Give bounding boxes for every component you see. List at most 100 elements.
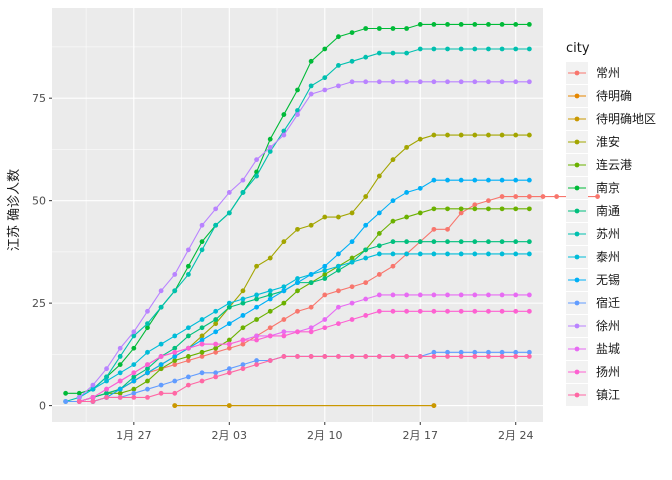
data-point (117, 345, 123, 351)
data-point (213, 345, 219, 351)
data-point (131, 362, 137, 368)
data-point (363, 280, 369, 286)
data-point (117, 362, 123, 368)
data-point (445, 46, 450, 52)
data-point (486, 206, 491, 212)
data-point (308, 83, 314, 89)
data-point (526, 206, 532, 212)
data-point (226, 366, 232, 372)
data-point (185, 272, 191, 277)
plot-panel (52, 8, 543, 422)
data-point (390, 198, 396, 204)
data-point (499, 206, 505, 212)
data-point (526, 22, 532, 27)
data-point (145, 362, 150, 368)
data-point (308, 272, 314, 277)
data-point (281, 317, 287, 322)
data-point (431, 349, 437, 355)
data-point (363, 222, 369, 228)
series-line (79, 310, 530, 403)
data-point (472, 46, 478, 52)
data-point (445, 251, 450, 257)
data-point (158, 366, 164, 372)
data-point (240, 366, 246, 372)
series-layer (63, 22, 600, 408)
data-point (526, 239, 532, 245)
data-point (145, 395, 150, 400)
data-point (254, 173, 259, 179)
data-point (281, 288, 287, 294)
data-point (376, 308, 382, 314)
data-point (363, 247, 369, 253)
data-point (486, 132, 491, 138)
data-point (472, 22, 478, 27)
data-point (213, 341, 219, 347)
data-point (226, 403, 232, 408)
data-point (349, 30, 355, 35)
data-point (322, 292, 328, 298)
data-point (376, 50, 382, 56)
data-point (526, 132, 532, 138)
data-point (240, 341, 246, 347)
data-point (226, 321, 232, 327)
legend-item: 苏州 (566, 223, 620, 245)
series-13 (76, 308, 532, 404)
data-point (185, 382, 191, 388)
data-point (486, 46, 491, 52)
data-point (390, 354, 396, 359)
data-point (117, 395, 123, 400)
x-tick-label: 1月 27 (116, 429, 152, 442)
data-point (254, 292, 259, 298)
legend-key-point (574, 70, 580, 76)
x-tick-label: 2月 17 (403, 429, 439, 442)
data-point (145, 321, 150, 327)
data-point (172, 403, 178, 408)
data-point (145, 349, 150, 355)
legend-key-point (574, 93, 580, 99)
data-point (486, 354, 491, 359)
y-axis-title: 江苏 确诊人数 (6, 169, 22, 251)
data-point (404, 26, 410, 31)
data-point (445, 132, 450, 138)
data-point (363, 255, 369, 261)
data-point (267, 358, 273, 363)
data-point (472, 349, 478, 355)
data-point (499, 239, 505, 245)
data-point (486, 308, 491, 314)
data-point (404, 144, 410, 150)
data-point (499, 177, 505, 183)
data-point (145, 378, 150, 384)
data-point (117, 390, 123, 396)
data-point (213, 321, 219, 327)
data-point (431, 226, 437, 232)
data-point (486, 292, 491, 298)
data-point (431, 239, 437, 245)
legend-item: 常州 (566, 62, 620, 84)
data-point (185, 374, 191, 380)
x-tick-label: 2月 24 (498, 429, 534, 442)
data-point (472, 132, 478, 138)
data-point (349, 300, 355, 306)
data-point (172, 288, 178, 294)
data-point (336, 251, 341, 257)
data-point (158, 288, 164, 294)
data-point (199, 325, 205, 331)
legend-item: 待明确 (566, 85, 632, 107)
data-point (349, 239, 355, 245)
data-point (267, 333, 273, 339)
data-point (117, 386, 123, 392)
legend-key-point (574, 323, 580, 329)
data-point (295, 280, 300, 286)
data-point (363, 296, 369, 302)
data-point (322, 354, 328, 359)
data-point (336, 304, 341, 310)
data-point (595, 194, 600, 199)
legend-label: 宿迁 (596, 295, 620, 310)
data-point (240, 177, 246, 183)
data-point (90, 399, 96, 404)
data-point (213, 329, 219, 335)
data-point (267, 255, 273, 261)
data-point (158, 304, 164, 310)
data-point (267, 292, 273, 298)
data-point (349, 255, 355, 261)
